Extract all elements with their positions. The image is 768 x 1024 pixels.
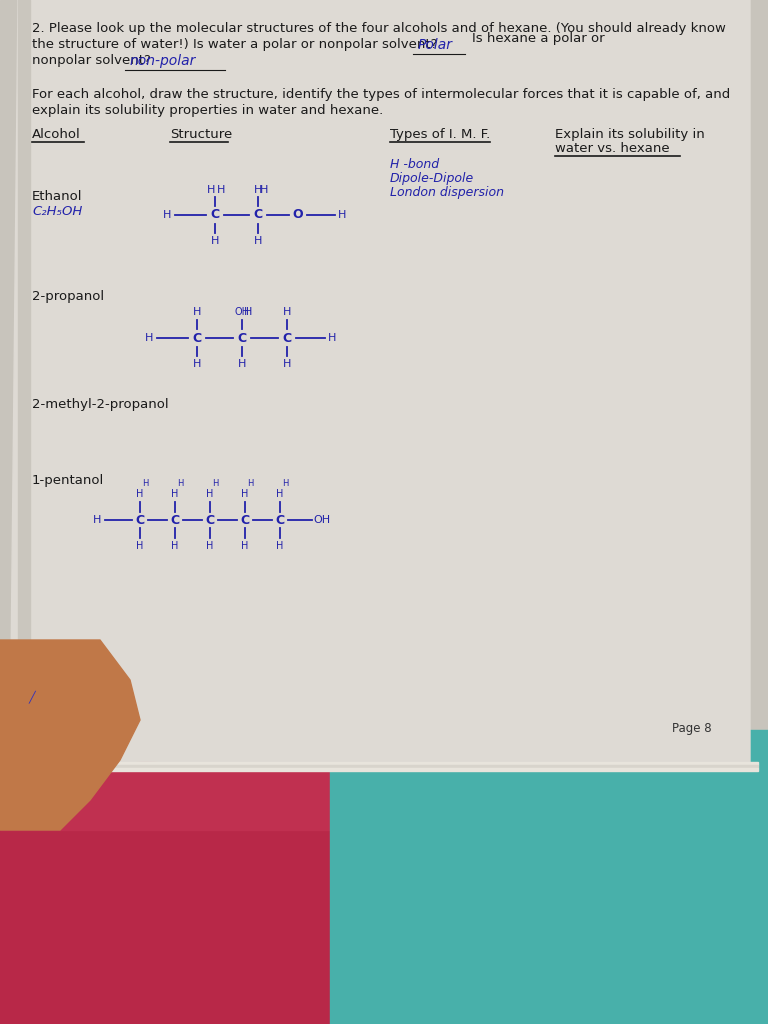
Text: H: H xyxy=(171,541,179,551)
Text: OH: OH xyxy=(234,307,250,317)
Text: Types of I. M. F.: Types of I. M. F. xyxy=(390,128,490,141)
Bar xyxy=(0,700,380,830)
Text: H: H xyxy=(136,541,144,551)
Text: H: H xyxy=(171,489,179,499)
Text: ╱: ╱ xyxy=(28,690,35,702)
Text: C: C xyxy=(253,209,263,221)
Text: 1-pentanol: 1-pentanol xyxy=(32,474,104,487)
Text: C: C xyxy=(205,513,214,526)
Text: H: H xyxy=(145,333,153,343)
Text: Page 8: Page 8 xyxy=(672,722,712,735)
Text: Alcohol: Alcohol xyxy=(32,128,81,141)
Text: explain its solubility properties in water and hexane.: explain its solubility properties in wat… xyxy=(32,104,383,117)
Text: C: C xyxy=(210,209,220,221)
Polygon shape xyxy=(10,0,750,770)
Bar xyxy=(10,768,758,771)
Text: H: H xyxy=(338,210,346,220)
Text: C: C xyxy=(283,332,292,344)
Text: C: C xyxy=(237,332,247,344)
Text: Structure: Structure xyxy=(170,128,232,141)
Text: London dispersion: London dispersion xyxy=(390,186,504,199)
Text: Is hexane a polar or: Is hexane a polar or xyxy=(472,32,604,45)
Text: H: H xyxy=(247,479,253,488)
Text: the structure of water!) Is water a polar or nonpolar solvent?: the structure of water!) Is water a pola… xyxy=(32,38,438,51)
Text: H: H xyxy=(212,479,218,488)
Bar xyxy=(18,0,30,760)
Text: H: H xyxy=(163,210,171,220)
Text: H: H xyxy=(238,359,247,369)
Text: 2-propanol: 2-propanol xyxy=(32,290,104,303)
Text: H: H xyxy=(93,515,101,525)
Text: C₂H₅OH: C₂H₅OH xyxy=(32,205,82,218)
Text: H: H xyxy=(241,489,249,499)
Text: H -bond: H -bond xyxy=(390,158,439,171)
Text: non-polar: non-polar xyxy=(130,54,197,68)
Text: For each alcohol, draw the structure, identify the types of intermolecular force: For each alcohol, draw the structure, id… xyxy=(32,88,730,101)
Text: Dipole-Dipole: Dipole-Dipole xyxy=(390,172,475,185)
Text: H: H xyxy=(243,307,252,317)
Text: water vs. hexane: water vs. hexane xyxy=(555,142,670,155)
Text: H: H xyxy=(193,359,201,369)
Text: 2. Please look up the molecular structures of the four alcohols and of hexane. (: 2. Please look up the molecular structur… xyxy=(32,22,726,35)
Text: H: H xyxy=(253,236,262,246)
Text: H: H xyxy=(253,185,262,195)
Text: H: H xyxy=(283,307,291,317)
Text: H: H xyxy=(217,185,225,195)
Text: C: C xyxy=(276,513,285,526)
Text: H: H xyxy=(328,333,336,343)
Text: H: H xyxy=(276,489,283,499)
Bar xyxy=(10,762,758,765)
Text: H: H xyxy=(283,359,291,369)
Text: H: H xyxy=(207,541,214,551)
Bar xyxy=(0,790,480,1024)
Text: H: H xyxy=(207,489,214,499)
Text: H: H xyxy=(260,185,268,195)
Text: H: H xyxy=(142,479,148,488)
Text: H: H xyxy=(210,236,219,246)
Text: 2-methyl-2-propanol: 2-methyl-2-propanol xyxy=(32,398,169,411)
Text: C: C xyxy=(170,513,180,526)
Text: C: C xyxy=(135,513,144,526)
Text: H: H xyxy=(276,541,283,551)
Text: Polar: Polar xyxy=(418,38,453,52)
Text: nonpolar solvent?: nonpolar solvent? xyxy=(32,54,151,67)
Text: H: H xyxy=(282,479,288,488)
Polygon shape xyxy=(0,640,140,830)
Bar xyxy=(10,765,758,768)
Text: C: C xyxy=(240,513,250,526)
Text: H: H xyxy=(207,185,215,195)
Text: H: H xyxy=(193,307,201,317)
Bar xyxy=(330,730,768,1024)
Text: H: H xyxy=(241,541,249,551)
Polygon shape xyxy=(0,720,480,830)
Text: OH: OH xyxy=(313,515,330,525)
Text: C: C xyxy=(193,332,201,344)
Text: H: H xyxy=(136,489,144,499)
Text: Ethanol: Ethanol xyxy=(32,190,82,203)
Text: O: O xyxy=(293,209,303,221)
Text: H: H xyxy=(177,479,184,488)
Text: Explain its solubility in: Explain its solubility in xyxy=(555,128,705,141)
